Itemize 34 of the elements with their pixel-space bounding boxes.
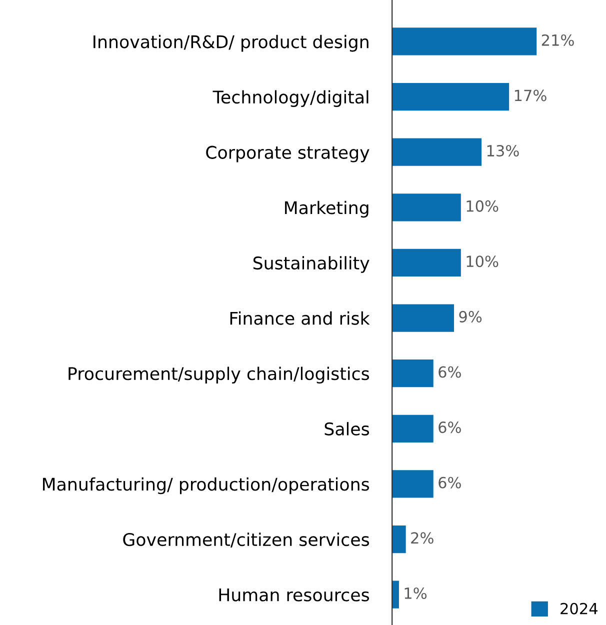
bar [392,360,434,388]
data-label: 2% [411,532,434,544]
data-label: 10% [466,256,498,268]
bar [392,28,537,56]
y-tick-label: Corporate strategy [206,146,370,162]
y-tick-label: Sales [324,422,370,436]
bar [392,414,434,442]
y-tick-label: Procurement/supply chain/logistics [68,366,370,384]
bar [392,248,461,277]
y-tick-label: Finance and risk [230,311,370,325]
y-tick-label: Sustainability [253,256,370,273]
y-tick-label: Government/citizen services [123,532,370,548]
y-tick-label: Marketing [285,200,368,218]
data-label: 6% [438,422,461,434]
bar [392,470,434,498]
data-label: 21% [542,34,574,46]
bar [392,580,399,608]
bar [392,138,482,166]
y-tick-label: Technology/digital [212,90,368,107]
bar [392,82,510,111]
data-label: 1% [404,587,427,600]
bar [392,525,406,554]
legend-label: 2024 [560,602,598,614]
bar [392,194,461,222]
data-label: 10% [466,200,498,212]
bar [392,304,454,332]
y-tick-label: Innovation/R&D/ product design [94,34,368,52]
data-label: 6% [438,366,461,378]
data-label: 13% [487,144,519,157]
data-label: 6% [438,476,461,488]
data-label: 9% [459,310,482,322]
data-label: 17% [514,90,546,102]
y-tick-label: Manufacturing/ production/operations [43,477,370,494]
y-tick-label: Human resources [219,588,370,602]
